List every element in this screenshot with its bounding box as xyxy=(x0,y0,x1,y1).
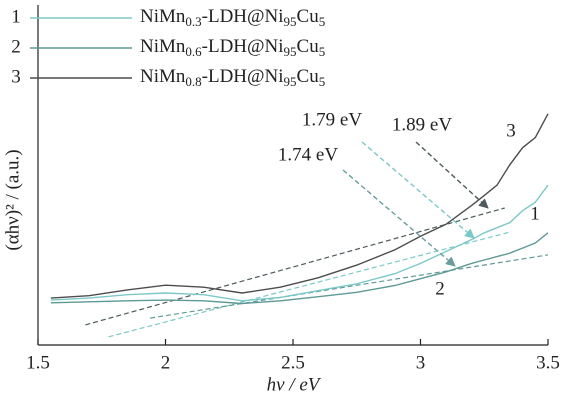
series-line xyxy=(50,232,549,305)
y-axis-label: (αhν)² / (a.u.) xyxy=(2,149,23,250)
x-tick-label: 2.5 xyxy=(281,352,305,373)
curve-label: 3 xyxy=(506,120,516,141)
annotation: 1.74 eV xyxy=(278,144,338,165)
x-tick-label: 1.5 xyxy=(26,352,50,373)
series-line xyxy=(50,113,549,299)
curve-label: 1 xyxy=(530,203,540,224)
annotation: 1.79 eV xyxy=(302,109,362,130)
annotation-arrow xyxy=(361,141,475,239)
legend-number: 1 xyxy=(11,6,21,27)
tangent-line xyxy=(150,254,549,319)
legend-number: 2 xyxy=(11,36,21,57)
x-tick-label: 2 xyxy=(161,352,171,373)
annotation: 1.89 eV xyxy=(392,114,452,135)
series-line xyxy=(50,184,549,302)
legend-label: NiMn0.8-LDH@Ni95Cu5 xyxy=(140,66,325,89)
x-axis-label: hν / eV xyxy=(267,374,322,395)
legend-label: NiMn0.6-LDH@Ni95Cu5 xyxy=(140,36,325,59)
x-tick-label: 3 xyxy=(416,352,426,373)
annotation-arrow xyxy=(415,141,489,209)
legend-label: NiMn0.3-LDH@Ni95Cu5 xyxy=(140,6,325,29)
tangent-line xyxy=(85,207,505,326)
annotation-arrow xyxy=(342,169,456,267)
x-tick-label: 3.5 xyxy=(536,352,560,373)
legend-number: 3 xyxy=(11,66,21,87)
curve-label: 2 xyxy=(435,278,445,299)
tangent-line xyxy=(108,231,510,338)
